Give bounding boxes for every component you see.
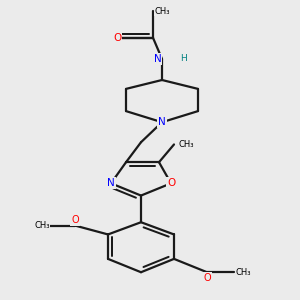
Text: CH₃: CH₃ [34, 221, 50, 230]
Text: N: N [158, 117, 166, 127]
Text: CH₃: CH₃ [178, 140, 194, 149]
Text: O: O [167, 178, 175, 188]
Text: O: O [71, 215, 79, 225]
Text: CH₃: CH₃ [235, 268, 251, 277]
Text: CH₃: CH₃ [154, 7, 170, 16]
Text: H: H [180, 54, 186, 63]
Text: N: N [154, 54, 161, 64]
Text: O: O [113, 33, 121, 43]
Text: N: N [107, 178, 115, 188]
Text: O: O [203, 273, 211, 283]
